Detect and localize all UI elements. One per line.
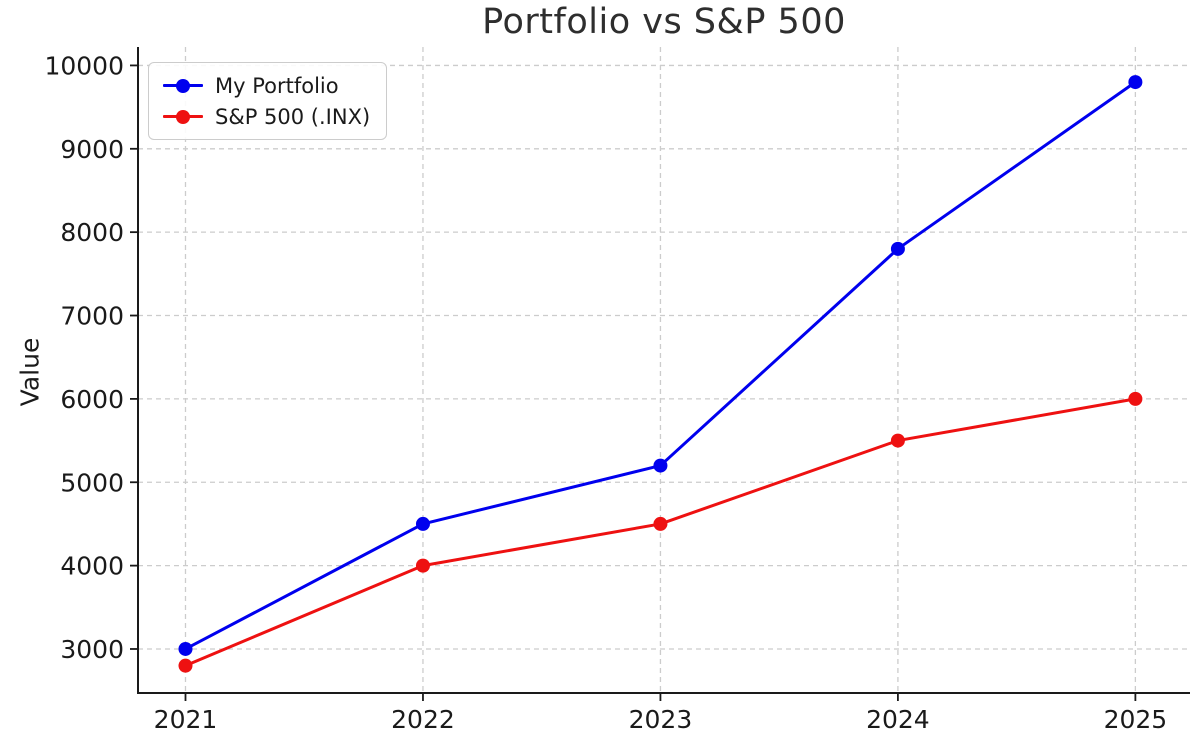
x-tick-label: 2023	[629, 705, 693, 734]
data-point-marker	[1128, 391, 1143, 406]
legend-item-sp500: S&P 500 (.INX)	[161, 101, 370, 132]
y-tick-label: 10000	[44, 51, 124, 80]
data-point-marker	[178, 658, 193, 673]
x-tick-label: 2022	[391, 705, 455, 734]
legend-dot-red	[176, 109, 190, 124]
legend-item-my-portfolio: My Portfolio	[161, 70, 370, 101]
data-point-marker	[890, 433, 905, 448]
data-point-marker	[653, 516, 668, 531]
data-point-marker	[1128, 75, 1143, 90]
data-point-marker	[890, 241, 905, 256]
legend-dot-blue	[176, 78, 190, 93]
y-tick-label: 5000	[60, 468, 124, 497]
x-tick-label: 2024	[866, 705, 930, 734]
y-tick-label: 3000	[60, 635, 124, 664]
legend: My Portfolio S&P 500 (.INX)	[148, 62, 388, 140]
data-point-marker	[178, 641, 193, 656]
y-tick-label: 6000	[60, 385, 124, 414]
y-tick-label: 7000	[60, 302, 124, 331]
legend-label-my-portfolio: My Portfolio	[215, 73, 339, 98]
y-tick-label: 9000	[60, 135, 124, 164]
legend-label-sp500: S&P 500 (.INX)	[215, 104, 371, 129]
data-point-marker	[415, 558, 430, 573]
x-tick-label: 2021	[154, 705, 218, 734]
y-tick-label: 4000	[60, 552, 124, 581]
data-point-marker	[653, 458, 668, 473]
y-tick-label: 8000	[60, 218, 124, 247]
legend-line-marker-icon	[161, 78, 205, 93]
data-point-marker	[415, 516, 430, 531]
chart-title: Portfolio vs S&P 500	[482, 2, 846, 42]
x-tick-label: 2025	[1104, 705, 1168, 734]
legend-line-marker-icon	[161, 109, 205, 124]
